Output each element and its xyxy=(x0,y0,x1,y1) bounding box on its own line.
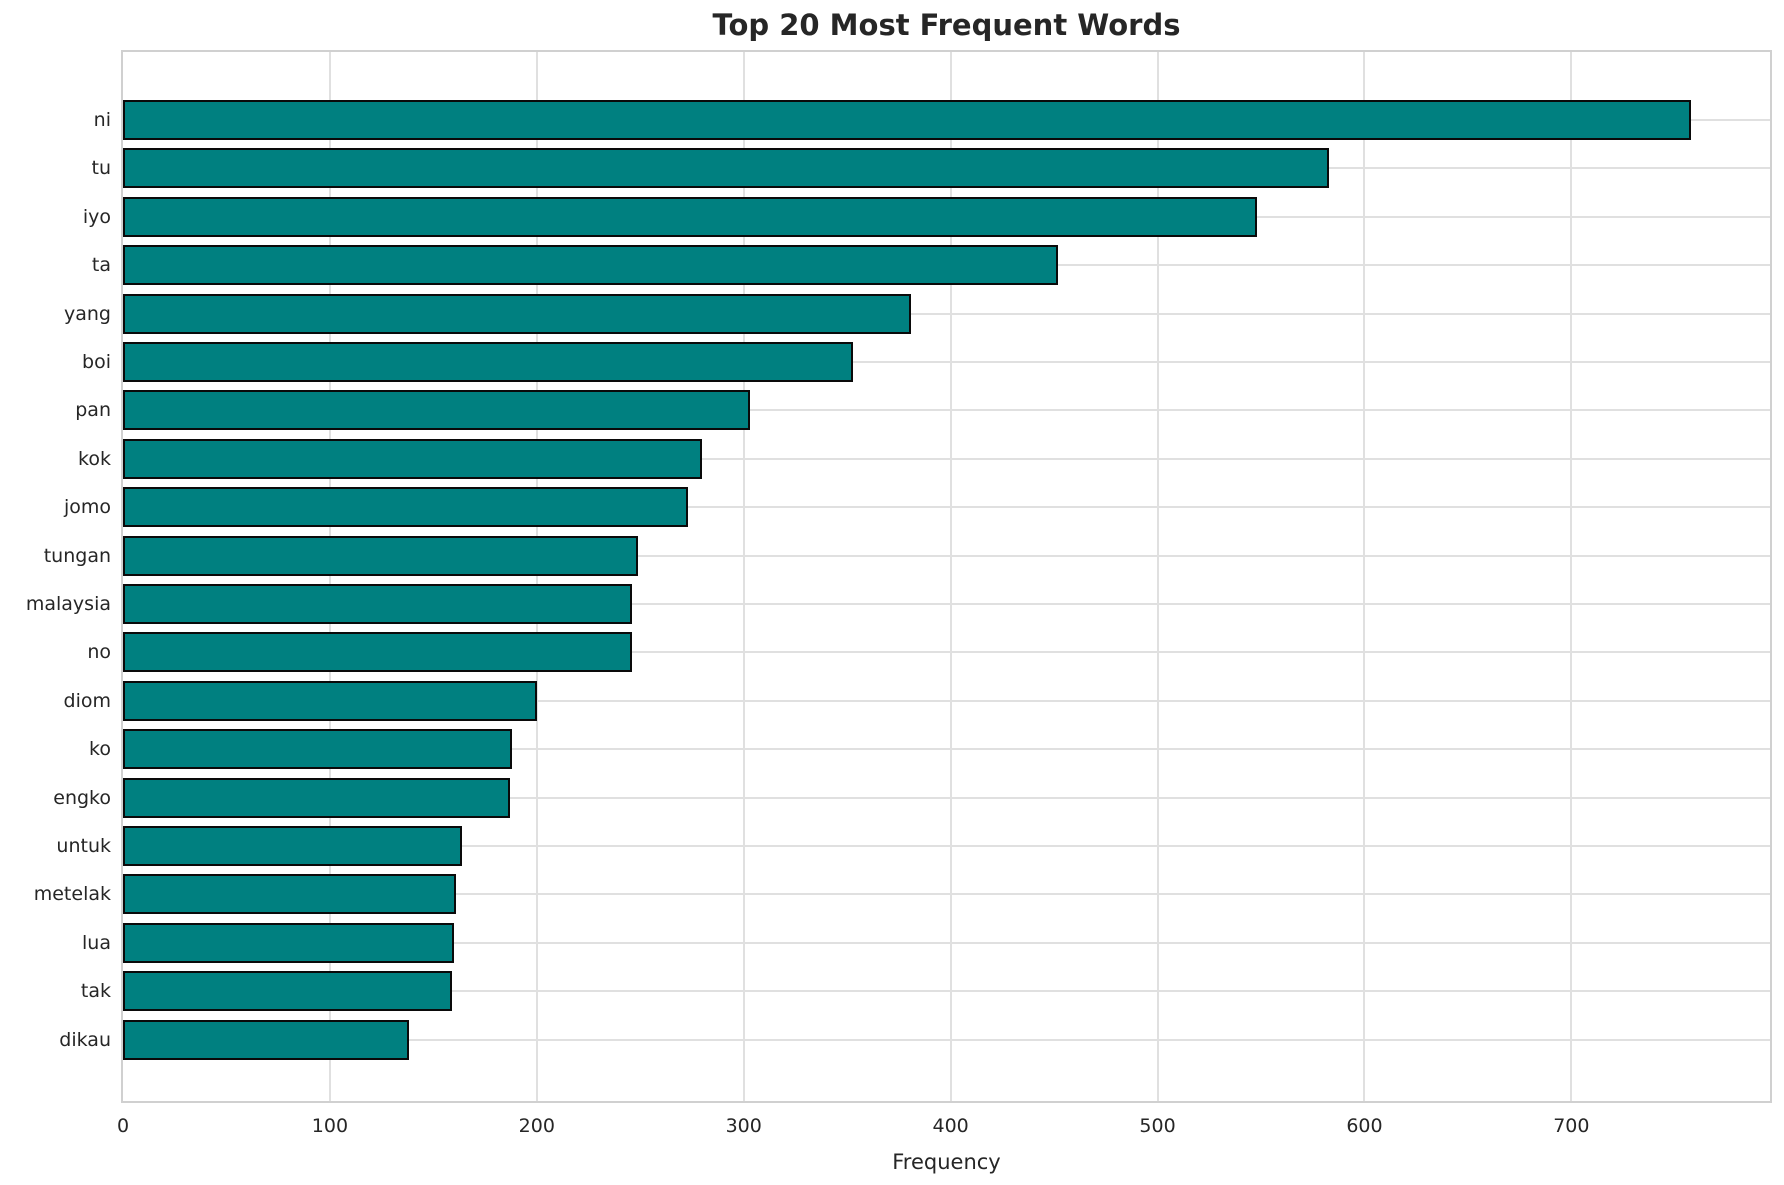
y-axis-label-iyo: iyo xyxy=(82,205,111,228)
bar-engko xyxy=(123,777,510,818)
horizontal-gridline xyxy=(123,845,1770,847)
horizontal-gridline xyxy=(123,990,1770,993)
horizontal-gridline xyxy=(123,409,1770,412)
horizontal-gridline xyxy=(123,1038,1770,1041)
bar-jomo xyxy=(123,487,688,528)
y-axis-label-jomo: jomo xyxy=(63,496,111,519)
horizontal-gridline xyxy=(123,603,1770,605)
bar-malaysia xyxy=(123,584,632,624)
horizontal-gridline xyxy=(123,506,1770,509)
x-tick-label-500: 500 xyxy=(1139,1115,1176,1137)
y-axis-label-diom: diom xyxy=(63,689,111,712)
y-axis-label-lua: lua xyxy=(82,931,111,954)
bar-tungan xyxy=(123,535,639,576)
y-axis-label-pan: pan xyxy=(75,399,111,422)
y-axis-label-boi: boi xyxy=(82,351,111,373)
bar-ko xyxy=(123,729,512,770)
bar-tak xyxy=(123,971,452,1012)
y-axis-label-ni: ni xyxy=(93,109,111,131)
y-axis-label-ko: ko xyxy=(89,738,111,761)
bar-lua xyxy=(123,922,455,963)
vertical-gridline xyxy=(949,52,952,1101)
horizontal-gridline xyxy=(123,312,1770,315)
x-tick-label-200: 200 xyxy=(518,1115,555,1137)
x-tick-label-600: 600 xyxy=(1346,1115,1383,1137)
horizontal-gridline xyxy=(123,361,1770,363)
horizontal-gridline xyxy=(123,457,1770,460)
horizontal-gridline xyxy=(123,796,1770,799)
x-tick-label-400: 400 xyxy=(932,1115,969,1137)
bar-iyo xyxy=(123,196,1257,237)
vertical-gridline xyxy=(1570,52,1573,1101)
y-axis-label-no: no xyxy=(87,641,111,664)
bar-kok xyxy=(123,438,703,479)
bar-pan xyxy=(123,390,750,431)
horizontal-gridline xyxy=(123,651,1770,654)
plot-area xyxy=(121,50,1772,1103)
y-axis-label-tak: tak xyxy=(80,980,111,1003)
bar-diom xyxy=(123,680,537,721)
vertical-gridline xyxy=(535,52,538,1101)
horizontal-gridline xyxy=(123,699,1770,702)
bar-dikau xyxy=(123,1019,409,1060)
y-axis-label-tungan: tungan xyxy=(43,544,111,567)
vertical-gridline xyxy=(1363,52,1366,1101)
y-axis-label-yang: yang xyxy=(64,302,111,325)
vertical-gridline xyxy=(742,52,745,1101)
y-axis-label-ta: ta xyxy=(91,254,111,277)
bar-yang xyxy=(123,293,912,334)
bar-no xyxy=(123,632,632,673)
chart-title: Top 20 Most Frequent Words xyxy=(712,8,1181,42)
horizontal-gridline xyxy=(123,554,1770,557)
y-axis-label-kok: kok xyxy=(78,447,111,470)
y-axis-label-engko: engko xyxy=(53,786,111,809)
bar-untuk xyxy=(123,826,463,866)
y-axis-label-metelak: metelak xyxy=(33,883,111,906)
vertical-gridline xyxy=(328,52,331,1101)
x-tick-label-100: 100 xyxy=(311,1115,349,1137)
horizontal-gridline xyxy=(123,941,1770,944)
y-axis-label-tu: tu xyxy=(91,157,112,180)
x-tick-label-700: 700 xyxy=(1553,1115,1590,1137)
horizontal-gridline xyxy=(123,893,1770,896)
vertical-gridline xyxy=(1156,52,1159,1101)
x-axis-title: Frequency xyxy=(892,1150,1001,1174)
x-tick-label-300: 300 xyxy=(725,1115,762,1137)
y-axis-label-untuk: untuk xyxy=(56,835,111,857)
horizontal-gridline xyxy=(123,748,1770,751)
bar-tu xyxy=(123,148,1330,189)
bar-metelak xyxy=(123,874,457,915)
bar-ni xyxy=(123,100,1692,140)
y-axis-label-malaysia: malaysia xyxy=(25,593,111,615)
y-axis-label-dikau: dikau xyxy=(59,1028,111,1051)
x-tick-label-0: 0 xyxy=(116,1115,130,1137)
bar-boi xyxy=(123,342,854,382)
bar-ta xyxy=(123,245,1059,286)
